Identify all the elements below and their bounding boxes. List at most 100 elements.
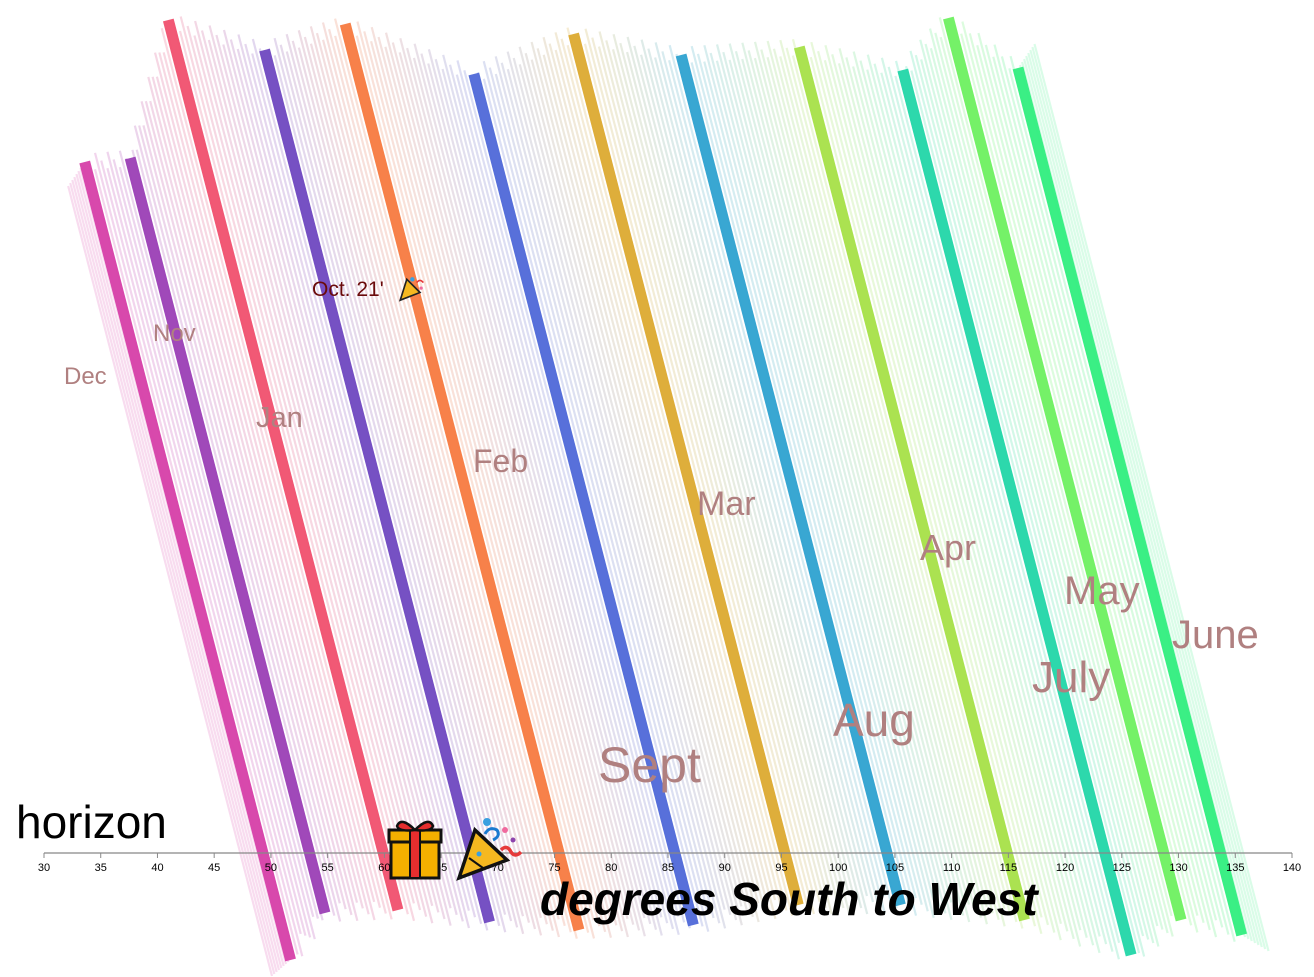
- series-line-mar: [568, 32, 804, 907]
- daily-path-line: [852, 66, 1082, 947]
- month-label-aug: Aug: [833, 694, 915, 746]
- daily-path-line: [406, 47, 635, 925]
- daily-path-line: [334, 35, 566, 927]
- daily-path-line: [494, 73, 715, 919]
- daily-path-line: [566, 44, 794, 916]
- daily-path-line: [1027, 52, 1260, 946]
- daily-path-line: [690, 62, 912, 910]
- daily-path-line: [506, 68, 726, 910]
- daily-path-line: [690, 45, 918, 916]
- daily-path-line: [909, 50, 1146, 957]
- daily-path-line: [542, 54, 766, 909]
- daily-path-line: [760, 49, 989, 925]
- daily-path-line: [153, 52, 376, 903]
- daily-path-line: [779, 39, 1006, 910]
- daily-path-line: [845, 57, 1075, 940]
- daily-path-line: [747, 50, 971, 905]
- daily-path-line: [285, 33, 519, 928]
- daily-path-line: [703, 61, 923, 905]
- daily-path-line: [584, 28, 815, 915]
- daily-path-line: [524, 52, 749, 912]
- month-label-july: July: [1032, 653, 1110, 702]
- daily-path-line: [442, 54, 669, 924]
- daily-path-line: [112, 159, 316, 940]
- daily-path-line: [960, 33, 1193, 926]
- x-tick-label: 55: [322, 862, 334, 874]
- daily-path-line: [554, 32, 782, 906]
- daily-path-line: [518, 64, 743, 926]
- daily-path-line: [193, 35, 422, 911]
- daily-path-line: [823, 59, 1050, 926]
- daily-path-line: [809, 56, 1037, 927]
- daily-path-line: [961, 21, 1199, 933]
- daily-path-line: [412, 57, 641, 931]
- daily-path-line: [866, 69, 1095, 946]
- daily-path-line: [200, 30, 434, 924]
- daily-path-line: [297, 47, 525, 917]
- daily-path-line: [838, 48, 1069, 932]
- daily-path-line: [179, 16, 416, 922]
- daily-path-line: [1000, 56, 1230, 935]
- daily-path-line: [1008, 68, 1236, 942]
- daily-path-line: [626, 36, 851, 897]
- daily-path-line: [1023, 58, 1253, 942]
- daily-path-line: [455, 74, 680, 936]
- x-tick-label: 105: [886, 862, 904, 874]
- daily-path-line: [71, 179, 278, 973]
- daily-path-line: [100, 160, 302, 935]
- daily-path-line: [753, 57, 977, 912]
- month-label-dec: Dec: [64, 363, 107, 390]
- daily-path-line: [384, 46, 612, 920]
- daily-path-line: [140, 101, 353, 916]
- daily-path-line: [810, 41, 1043, 935]
- daily-path-line: [1025, 55, 1257, 944]
- series-line-apr: [793, 45, 1030, 922]
- daily-path-line: [772, 48, 1000, 921]
- daily-path-line: [779, 56, 1006, 927]
- month-label-feb: Feb: [473, 443, 528, 479]
- daily-path-line: [924, 43, 1160, 947]
- daily-path-line: [363, 31, 595, 921]
- series-line-nov: [124, 156, 331, 915]
- daily-path-line: [420, 53, 646, 919]
- daily-path-line: [135, 149, 336, 916]
- daily-path-line: [887, 66, 1120, 960]
- daily-path-line: [512, 57, 738, 921]
- daily-path-line: [715, 60, 935, 901]
- x-tick-label: 50: [265, 862, 277, 874]
- daily-path-line: [741, 58, 965, 916]
- daily-path-line: [149, 100, 359, 903]
- daily-path-line: [766, 57, 988, 907]
- daily-path-line: [441, 68, 663, 918]
- daily-path-line: [251, 53, 477, 918]
- daily-path-line: [251, 38, 483, 925]
- daily-path-line: [668, 59, 886, 897]
- daily-path-line: [976, 44, 1205, 924]
- daily-path-line: [391, 42, 624, 932]
- daily-path-line: [334, 18, 572, 933]
- daily-path-line: [640, 39, 869, 915]
- daily-path-line: [155, 76, 376, 921]
- daily-path-line: [144, 100, 359, 922]
- daily-path-line: [356, 21, 596, 939]
- daily-path-line: [939, 36, 1174, 937]
- daily-path-line: [106, 151, 312, 938]
- daily-path-line: [625, 51, 851, 915]
- month-label-sept: Sept: [598, 737, 701, 793]
- daily-path-line: [928, 28, 1164, 930]
- daily-path-line: [968, 33, 1199, 916]
- daily-path-line: [384, 32, 618, 926]
- daily-path-line: [236, 48, 464, 922]
- daily-path-line: [138, 125, 341, 904]
- daily-path-line: [309, 43, 543, 936]
- x-tick-label: 140: [1283, 862, 1301, 874]
- daily-path-line: [77, 170, 285, 967]
- daily-path-line: [934, 32, 1169, 934]
- series-line-july: [897, 68, 1137, 957]
- daily-path-line: [920, 59, 1150, 940]
- x-tick-label: 75: [548, 862, 560, 874]
- series-line-may: [943, 16, 1187, 922]
- x-axis: 30 35 40 45 50 55 60 65 70 75 80 85 90 95 100 105 110 115…: [38, 852, 1301, 874]
- daily-path-line: [133, 125, 342, 922]
- daily-path-line: [598, 31, 827, 909]
